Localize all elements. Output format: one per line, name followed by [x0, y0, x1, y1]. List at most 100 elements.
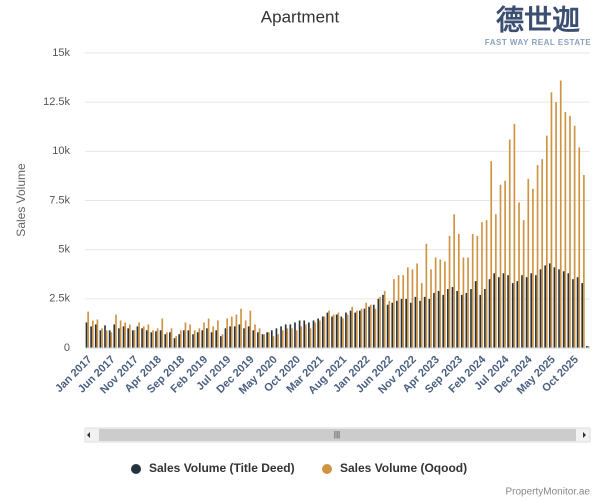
bar — [504, 180, 506, 348]
bar — [516, 281, 519, 348]
bar — [124, 322, 127, 348]
bar — [90, 326, 92, 348]
bar — [567, 273, 570, 348]
bar — [521, 275, 523, 348]
bar — [233, 326, 236, 348]
bar — [409, 302, 412, 348]
legend-label: Sales Volume (Oqood) — [340, 461, 467, 475]
bar — [331, 316, 333, 348]
bar — [527, 178, 530, 348]
bar — [419, 300, 421, 348]
bar — [562, 271, 565, 348]
bar — [439, 259, 442, 348]
bar — [559, 80, 562, 349]
bar — [323, 316, 326, 348]
bar — [513, 123, 516, 348]
bar — [485, 220, 488, 348]
bar — [142, 326, 145, 348]
bar — [263, 334, 266, 348]
bar — [430, 269, 432, 348]
bar — [471, 233, 474, 348]
bar — [85, 322, 88, 348]
bar — [240, 308, 242, 348]
scroll-left[interactable] — [87, 432, 90, 438]
bar — [368, 306, 370, 348]
bar — [94, 324, 97, 348]
bar — [581, 283, 584, 348]
bar — [337, 312, 340, 348]
bar — [460, 294, 463, 348]
bar — [138, 322, 140, 348]
y-tick-label: 5k — [58, 244, 70, 256]
bar — [382, 294, 384, 348]
bar — [402, 275, 405, 348]
bar — [317, 318, 319, 348]
bar — [493, 273, 496, 348]
bar — [386, 304, 389, 348]
bar — [131, 330, 134, 348]
bar — [507, 275, 509, 348]
bar — [127, 328, 130, 348]
bar — [434, 257, 437, 348]
bar — [465, 292, 468, 348]
scrollbar[interactable]: ||| — [84, 427, 591, 443]
bar — [254, 324, 256, 348]
bar — [453, 214, 455, 348]
scroll-thumb[interactable] — [99, 429, 576, 441]
bar — [192, 334, 194, 348]
bar — [396, 300, 398, 348]
bar — [481, 222, 483, 348]
bar — [474, 281, 477, 348]
bar — [335, 314, 338, 348]
bar — [425, 243, 428, 348]
bar — [119, 320, 122, 348]
bar — [141, 328, 143, 348]
bar — [451, 287, 454, 348]
scroll-grip: ||| — [334, 430, 340, 439]
bar — [456, 290, 458, 348]
bar — [583, 174, 585, 348]
bar — [558, 269, 560, 348]
bar — [363, 308, 366, 348]
bar — [122, 326, 125, 348]
bar — [470, 289, 472, 348]
legend-marker — [322, 464, 332, 474]
bar — [495, 214, 497, 348]
bar — [295, 330, 298, 348]
bar — [467, 257, 469, 348]
bar — [518, 202, 520, 348]
bar — [159, 330, 162, 348]
scroll-right[interactable] — [583, 432, 586, 438]
bar — [170, 328, 173, 348]
bar — [536, 165, 539, 348]
bar — [541, 159, 544, 348]
bar — [358, 310, 361, 348]
bar — [522, 220, 525, 348]
bar — [261, 334, 264, 348]
bar — [201, 330, 204, 348]
bar — [569, 115, 571, 348]
bar — [326, 312, 329, 348]
bar — [145, 330, 148, 348]
bar — [104, 325, 106, 348]
bar — [155, 331, 157, 348]
bar — [110, 332, 113, 348]
bar — [400, 298, 403, 348]
bar — [87, 311, 89, 348]
bar — [266, 332, 269, 348]
bar — [414, 296, 417, 348]
bar — [182, 330, 185, 348]
bar — [309, 328, 312, 348]
y-tick-label: 2.5k — [49, 293, 70, 305]
bar — [525, 277, 528, 348]
bar — [193, 330, 196, 348]
bar — [284, 324, 287, 348]
bar — [226, 318, 228, 348]
bar — [572, 279, 574, 348]
bar — [462, 257, 465, 348]
bar — [490, 161, 493, 348]
bar — [576, 277, 579, 348]
y-tick-label: 0 — [64, 342, 70, 354]
bar — [340, 316, 343, 348]
bar — [96, 319, 99, 348]
